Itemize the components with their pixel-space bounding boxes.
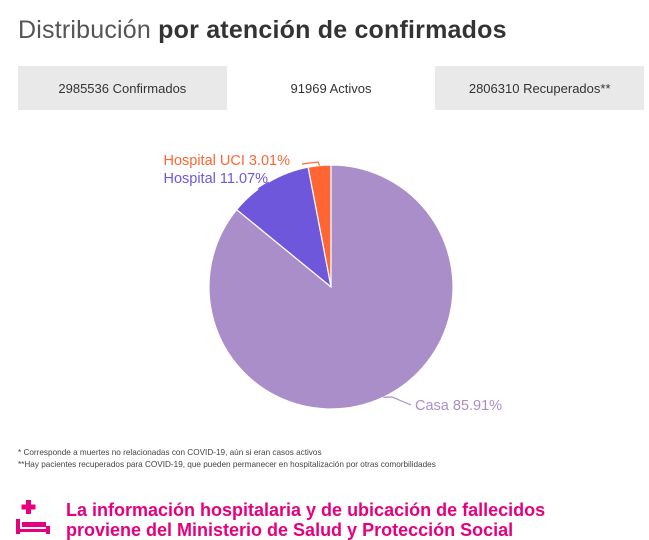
hospital-bed-icon [16,500,50,534]
tab-activos[interactable]: 91969 Activos [226,66,436,110]
page-title: Distribución por atención de confirmados [18,16,507,45]
label-hospital: Hospital 11.07% [163,171,268,187]
tab-confirmados[interactable]: 2985536 Confirmados [58,80,187,96]
leader-casa [383,396,412,406]
title-light: Distribución [18,16,152,44]
source-note: La información hospitalaria y de ubicaci… [16,496,646,540]
tab-bar: 2985536 Confirmados 91969 Activos 280631… [18,66,644,110]
leader-hospital [257,180,277,190]
source-line-1: La información hospitalaria y de ubicaci… [66,500,546,520]
label-casa: Casa 85.91% [415,398,502,414]
label-hospital-uci: Hospital UCI 3.01% [163,153,290,169]
pie-chart: Hospital UCI 3.01% Hospital 11.07% Casa 85… [163,153,502,414]
title-bold: por atención de confirmados [158,16,507,44]
leader-hospital-uci [301,161,321,166]
source-text: La información hospitalaria y de ubicaci… [66,500,545,540]
tab-recuperados[interactable]: 2806310 Recuperados** [468,80,611,96]
footnote-1: * Corresponde a muertes no relacionadas … [18,448,322,457]
footnote-2: **Hay pacientes recuperados para COVID-1… [18,460,436,469]
source-line-2: proviene del Ministerio de Salud y Prote… [66,520,514,540]
footnotes: * Corresponde a muertes no relacionadas … [18,447,436,471]
slice-hospital[interactable] [235,166,332,289]
